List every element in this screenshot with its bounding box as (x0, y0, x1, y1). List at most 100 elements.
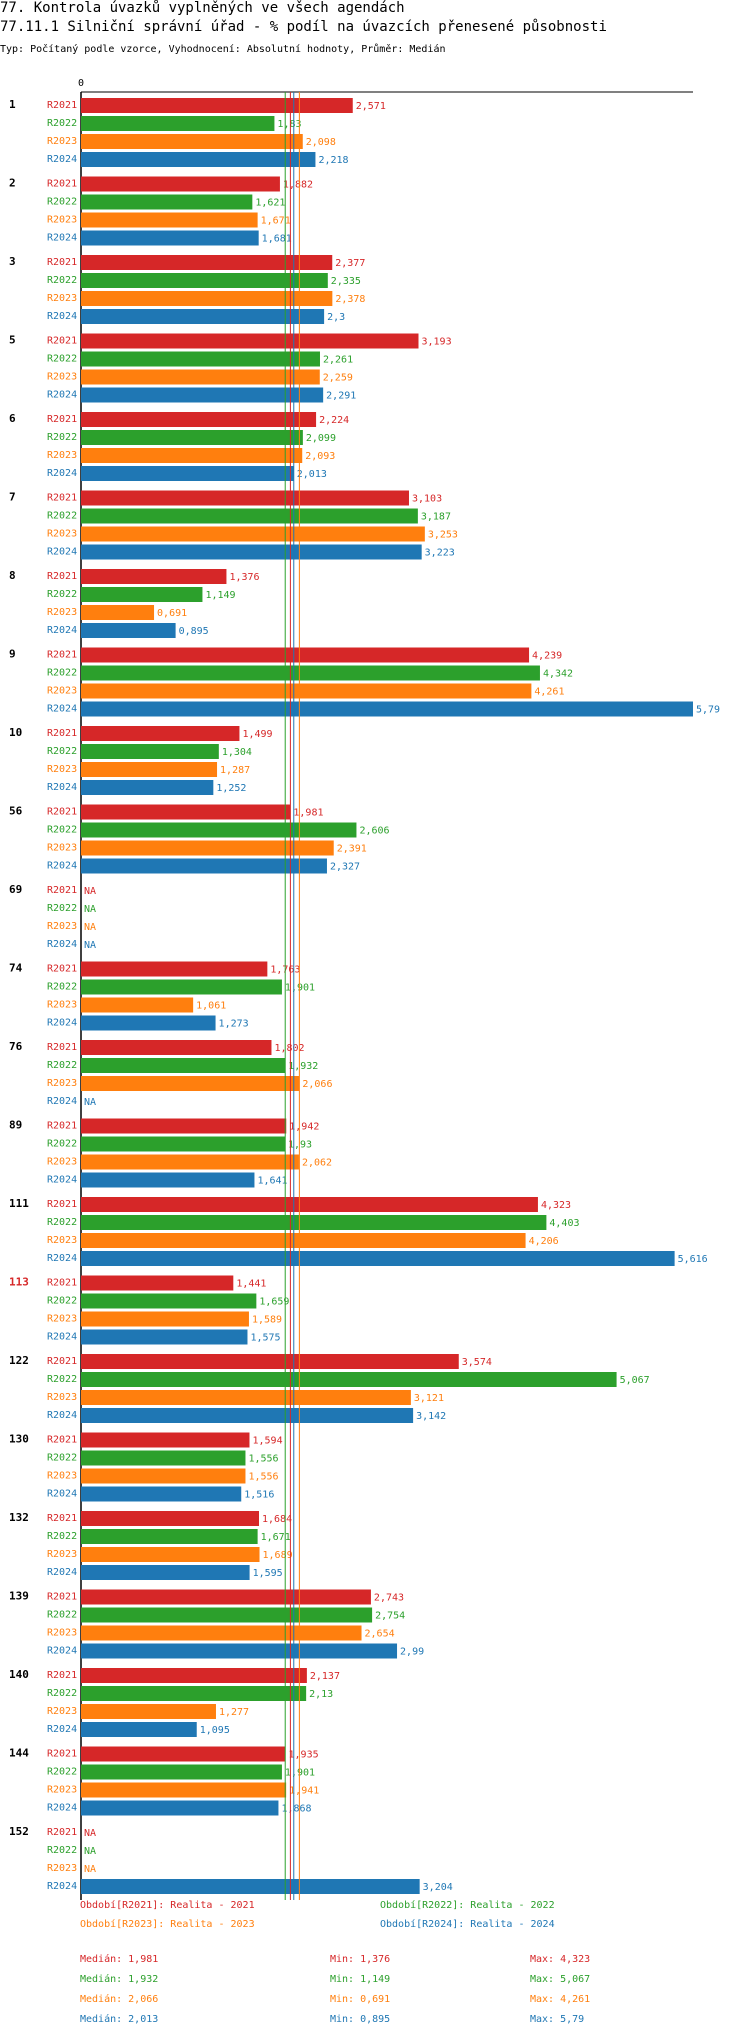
bar-r2022 (81, 1529, 258, 1544)
group-label: 140 (9, 1668, 29, 1681)
series-label: R2022 (47, 432, 77, 443)
series-label: R2024 (47, 1646, 77, 1657)
value-label: 2,218 (318, 155, 348, 166)
value-label: 1,901 (285, 1768, 315, 1779)
bar-r2022 (81, 1686, 307, 1701)
group-label: 8 (9, 569, 16, 582)
bar-r2022 (81, 508, 418, 524)
bar-r2022 (81, 822, 357, 838)
series-label: R2023 (47, 686, 77, 697)
value-label: 2,013 (297, 469, 327, 480)
series-label: R2023 (47, 607, 77, 618)
bar-r2023 (81, 1076, 300, 1091)
bar-r2021 (81, 1354, 459, 1369)
group-label: 69 (9, 883, 22, 896)
value-label: 1,594 (252, 1436, 282, 1447)
series-label: R2022 (47, 1688, 77, 1699)
bar-r2021 (81, 569, 227, 584)
value-label: NA (84, 1846, 96, 1857)
value-label: 5,79 (696, 705, 720, 716)
value-label: 1,595 (253, 1568, 283, 1579)
legend-item-r2022: Období[R2022]: Realita - 2022 (380, 1900, 555, 1911)
value-label: 1,659 (259, 1297, 289, 1308)
stat-max-r2023: Max: 4,261 (530, 1994, 591, 2005)
bar-r2024 (81, 230, 259, 246)
bar-r2021 (81, 1668, 307, 1683)
value-label: 2,13 (309, 1689, 333, 1700)
series-label: R2021 (47, 1592, 77, 1603)
value-label: 2,291 (326, 391, 356, 402)
value-label: 4,403 (549, 1218, 579, 1229)
value-label: 2,743 (374, 1593, 404, 1604)
series-label: R2021 (47, 964, 77, 975)
bar-r2023 (81, 683, 532, 699)
value-label: 3,253 (428, 530, 458, 541)
group-label: 10 (9, 726, 22, 739)
bar-r2021 (81, 1040, 272, 1055)
value-label: 1,689 (263, 1550, 293, 1561)
value-label: 1,516 (244, 1490, 274, 1501)
bar-r2022 (81, 744, 219, 759)
series-label: R2024 (47, 1332, 77, 1343)
value-label: 3,142 (416, 1411, 446, 1422)
value-label: 1,981 (293, 808, 323, 819)
value-label: 1,304 (222, 747, 252, 758)
series-label: R2024 (47, 1410, 77, 1421)
bar-r2023 (81, 1782, 287, 1798)
series-label: R2021 (47, 1435, 77, 1446)
series-label: R2022 (47, 1374, 77, 1385)
series-label: R2021 (47, 1827, 77, 1838)
series-label: R2024 (47, 390, 77, 401)
bar-r2023 (81, 369, 320, 385)
bar-r2021 (81, 490, 409, 506)
series-label: R2023 (47, 1314, 77, 1325)
series-label: R2021 (47, 807, 77, 818)
value-label: NA (84, 1097, 96, 1108)
series-label: R2022 (47, 1139, 77, 1150)
group-label: 5 (9, 334, 16, 347)
group-label: 6 (9, 412, 16, 425)
bar-r2024 (81, 544, 422, 560)
stat-median-r2021: Medián: 1,981 (80, 1954, 159, 1965)
bar-r2023 (81, 212, 258, 228)
bar-r2022 (81, 116, 275, 131)
value-label: 2,606 (359, 826, 389, 837)
bar-r2024 (81, 1565, 250, 1580)
value-label: 1,681 (262, 234, 292, 245)
value-label: 3,204 (423, 1882, 453, 1893)
stat-median-r2023: Medián: 2,066 (80, 1994, 159, 2005)
stat-median-r2024: Medián: 2,013 (80, 2014, 159, 2025)
stat-min-r2024: Min: 0,895 (330, 2014, 391, 2025)
series-label: R2021 (47, 336, 77, 347)
series-label: R2022 (47, 275, 77, 286)
series-label: R2024 (47, 704, 77, 715)
bar-r2022 (81, 587, 203, 602)
value-label: 1,376 (229, 572, 259, 583)
series-label: R2023 (47, 1628, 77, 1639)
bar-r2021 (81, 1511, 259, 1526)
series-label: R2023 (47, 843, 77, 854)
bar-r2021 (81, 255, 333, 270)
value-label: 1,095 (200, 1725, 230, 1736)
group-label: 122 (9, 1354, 29, 1367)
bar-r2021 (81, 98, 353, 113)
bar-r2024 (81, 1015, 216, 1031)
series-label: R2022 (47, 1845, 77, 1856)
bar-r2021 (81, 333, 419, 349)
value-label: NA (84, 886, 96, 897)
value-label: 2,654 (365, 1629, 395, 1640)
series-label: R2023 (47, 215, 77, 226)
bar-r2023 (81, 526, 425, 542)
bar-r2022 (81, 1293, 257, 1309)
value-label: 3,574 (462, 1357, 492, 1368)
series-label: R2021 (47, 1670, 77, 1681)
bar-r2022 (81, 979, 282, 995)
series-label: R2022 (47, 1767, 77, 1778)
value-label: 2,327 (330, 862, 360, 873)
series-label: R2022 (47, 1531, 77, 1542)
bar-r2023 (81, 1390, 411, 1405)
bar-r2022 (81, 1372, 617, 1387)
bar-r2021 (81, 176, 280, 192)
group-label: 132 (9, 1511, 29, 1524)
value-label: 1,935 (289, 1750, 319, 1761)
